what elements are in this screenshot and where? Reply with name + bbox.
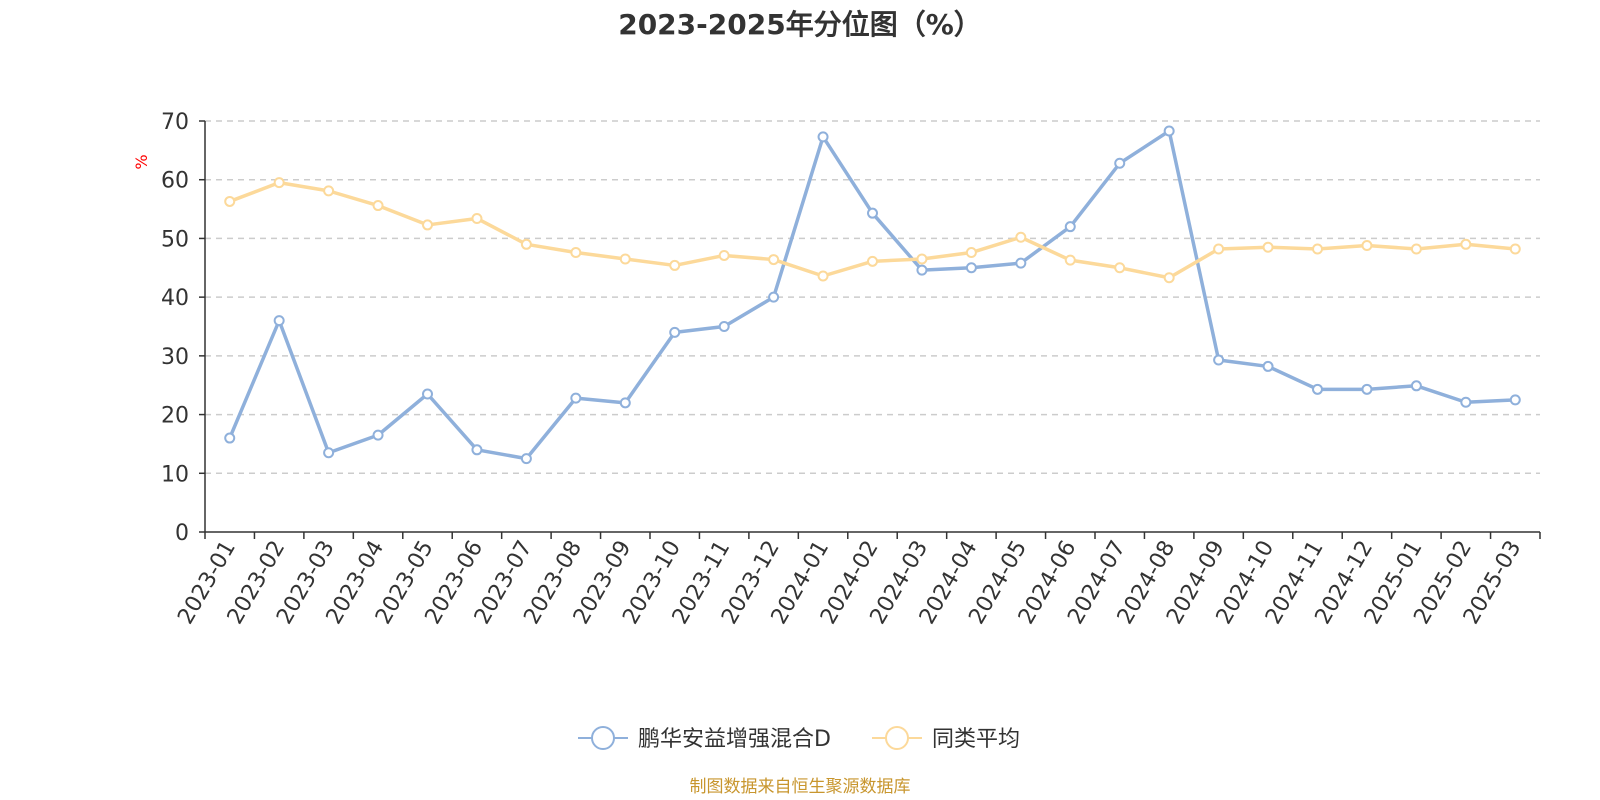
y-tick-label: 20: [161, 404, 189, 429]
data-point[interactable]: [718, 321, 730, 332]
data-point[interactable]: [1262, 241, 1274, 253]
data-point[interactable]: [1410, 243, 1422, 255]
data-point[interactable]: [520, 238, 532, 250]
grid-lines: [205, 120, 1540, 475]
data-point[interactable]: [1064, 254, 1076, 266]
data-point[interactable]: [323, 447, 335, 459]
data-point[interactable]: [619, 397, 631, 409]
y-tick-label: 60: [161, 169, 189, 194]
data-point[interactable]: [471, 212, 483, 224]
data-point[interactable]: [817, 131, 829, 143]
data-point[interactable]: [224, 432, 236, 444]
data-point[interactable]: [570, 247, 582, 259]
data-point[interactable]: [916, 264, 928, 276]
data-point[interactable]: [916, 253, 928, 265]
y-tick-label: 0: [175, 521, 189, 546]
data-point[interactable]: [669, 259, 681, 271]
data-point[interactable]: [471, 444, 483, 456]
data-point[interactable]: [422, 219, 433, 231]
series-line: [228, 129, 1516, 461]
y-tick-label: 70: [161, 110, 189, 135]
data-point[interactable]: [372, 429, 384, 441]
legend-item[interactable]: 鹏华安益增强混合D: [578, 726, 831, 752]
series-layer: [224, 125, 1521, 465]
chart-title: 2023-2025年分位图（%）: [618, 8, 982, 41]
data-point[interactable]: [1015, 231, 1027, 243]
data-point[interactable]: [570, 392, 582, 404]
y-tick-label: 30: [161, 345, 189, 370]
data-point[interactable]: [1114, 262, 1126, 274]
data-point[interactable]: [965, 262, 977, 274]
series-0: [224, 125, 1521, 465]
data-point[interactable]: [1114, 157, 1126, 169]
y-axis-label: %: [132, 154, 151, 169]
data-point[interactable]: [619, 253, 631, 265]
y-tick-label: 40: [161, 286, 189, 311]
data-point[interactable]: [867, 255, 878, 267]
legend-item[interactable]: 同类平均: [872, 726, 1020, 752]
data-point[interactable]: [1460, 396, 1472, 408]
data-point[interactable]: [1509, 394, 1521, 406]
legend-label: 鹏华安益增强混合D: [638, 727, 831, 752]
series-1: [224, 177, 1521, 284]
y-tick-label: 10: [161, 462, 189, 487]
axes: 0102030405060702023-012023-022023-032023…: [161, 110, 1541, 629]
data-point[interactable]: [965, 247, 977, 259]
data-point[interactable]: [1312, 243, 1323, 255]
legend[interactable]: 鹏华安益增强混合D 同类平均: [578, 726, 1020, 752]
data-point[interactable]: [1312, 383, 1323, 395]
data-point[interactable]: [768, 254, 780, 266]
data-point[interactable]: [1213, 354, 1225, 366]
data-point[interactable]: [1361, 239, 1373, 251]
legend-circle-icon: [591, 726, 615, 750]
data-point[interactable]: [372, 200, 384, 212]
legend-label: 同类平均: [932, 727, 1020, 752]
data-point[interactable]: [1213, 243, 1225, 255]
y-tick-label: 50: [161, 227, 189, 252]
data-point[interactable]: [323, 185, 335, 197]
data-point[interactable]: [1064, 221, 1076, 233]
data-point[interactable]: [669, 326, 681, 338]
data-point[interactable]: [1460, 238, 1472, 250]
data-point[interactable]: [422, 388, 433, 400]
data-point[interactable]: [867, 207, 878, 219]
data-point[interactable]: [1509, 243, 1521, 255]
data-point[interactable]: [273, 177, 285, 189]
data-point[interactable]: [520, 453, 532, 465]
data-point[interactable]: [768, 291, 780, 303]
data-point[interactable]: [1015, 257, 1027, 269]
data-point[interactable]: [817, 270, 829, 282]
data-point[interactable]: [1410, 380, 1422, 392]
data-point[interactable]: [718, 249, 730, 261]
data-point[interactable]: [1262, 360, 1274, 372]
data-point[interactable]: [1163, 272, 1175, 284]
data-point[interactable]: [273, 315, 285, 327]
data-point[interactable]: [1361, 383, 1373, 395]
data-point[interactable]: [224, 195, 236, 207]
data-point[interactable]: [1163, 125, 1175, 137]
source-note: 制图数据来自恒生聚源数据库: [690, 777, 911, 797]
legend-circle-icon: [885, 726, 909, 750]
